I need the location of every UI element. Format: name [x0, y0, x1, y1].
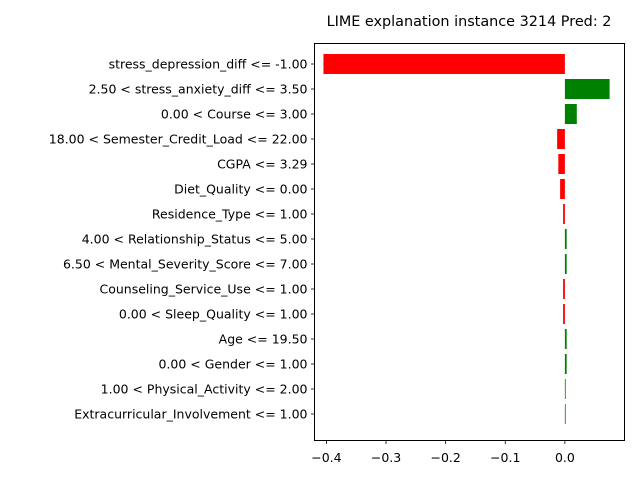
- bar: [563, 204, 565, 224]
- y-tick-label: Extracurricular_Involvement <= 1.00: [74, 407, 307, 422]
- bar: [558, 154, 565, 174]
- bar: [564, 404, 566, 424]
- x-tick-label: −0.4: [311, 450, 341, 465]
- y-tick-label: 0.00 < Sleep_Quality <= 1.00: [119, 307, 308, 322]
- y-tick-label: 1.00 < Physical_Activity <= 2.00: [101, 382, 308, 397]
- bar: [564, 229, 567, 249]
- y-tick-label: Counseling_Service_Use <= 1.00: [99, 282, 307, 297]
- bar: [564, 104, 577, 124]
- bar: [564, 254, 567, 274]
- bar: [563, 279, 565, 299]
- chart-title: LIME explanation instance 3214 Pred: 2: [327, 14, 612, 30]
- x-ticks: −0.4 −0.3 −0.2 −0.1 0.0: [311, 440, 575, 465]
- y-tick-labels: stress_depression_diff <= -1.00 2.50 < st…: [49, 57, 315, 422]
- y-tick-label: Residence_Type <= 1.00: [152, 207, 308, 222]
- y-tick-label: 0.00 < Course <= 3.00: [161, 107, 308, 122]
- x-tick-label: −0.2: [430, 450, 460, 465]
- y-tick-label: Age <= 19.50: [219, 332, 308, 347]
- x-tick-label: −0.3: [371, 450, 401, 465]
- bars: [323, 54, 610, 424]
- bar: [563, 304, 565, 324]
- y-tick-label: CGPA <= 3.29: [217, 157, 307, 172]
- y-tick-label: 6.50 < Mental_Severity_Score <= 7.00: [63, 257, 308, 272]
- bar: [557, 129, 565, 149]
- bar: [323, 54, 565, 74]
- y-tick-label: 0.00 < Gender <= 1.00: [158, 357, 307, 372]
- bar: [564, 329, 567, 349]
- y-tick-label: stress_depression_diff <= -1.00: [109, 57, 308, 72]
- bar: [564, 354, 567, 374]
- bar: [560, 179, 565, 199]
- plot-frame: [314, 43, 625, 441]
- bar: [564, 379, 566, 399]
- bar: [564, 79, 610, 99]
- x-tick-label: −0.1: [490, 450, 520, 465]
- y-tick-label: Diet_Quality <= 0.00: [174, 182, 307, 197]
- y-tick-label: 2.50 < stress_anxiety_diff <= 3.50: [89, 82, 308, 97]
- x-tick-label: 0.0: [555, 450, 575, 465]
- y-tick-label: 4.00 < Relationship_Status <= 5.00: [82, 232, 308, 247]
- y-tick-label: 18.00 < Semester_Credit_Load <= 22.00: [49, 132, 308, 147]
